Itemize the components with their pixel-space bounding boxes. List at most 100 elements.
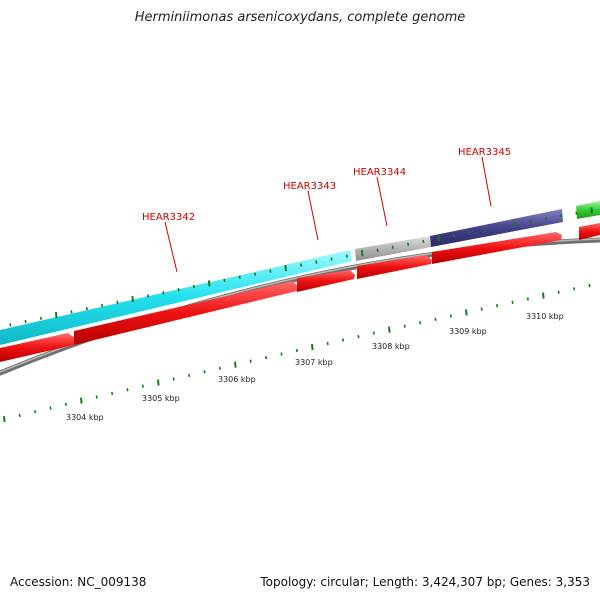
kbp-labels: 3304 kbp 3305 kbp 3306 kbp 3307 kbp 3308… bbox=[66, 312, 564, 422]
feature-track bbox=[0, 201, 600, 345]
minor-tick bbox=[172, 377, 175, 381]
minor-tick bbox=[95, 395, 98, 399]
major-tick bbox=[54, 311, 58, 319]
minor-tick bbox=[403, 324, 406, 328]
minor-tick bbox=[419, 321, 422, 325]
major-tick bbox=[465, 309, 468, 316]
green-feature[interactable] bbox=[576, 201, 600, 219]
leader-line bbox=[376, 176, 388, 227]
minor-tick bbox=[85, 306, 88, 311]
minor-tick bbox=[18, 413, 21, 418]
major-tick bbox=[3, 415, 6, 423]
minor-tick bbox=[345, 254, 348, 258]
minor-tick bbox=[24, 319, 27, 324]
kbp-label: 3309 kbp bbox=[449, 327, 487, 336]
minor-tick bbox=[192, 284, 195, 289]
kbp-label: 3308 kbp bbox=[372, 342, 410, 351]
minor-tick bbox=[101, 303, 104, 308]
minor-tick bbox=[177, 287, 180, 292]
kbp-label: 3306 kbp bbox=[218, 375, 256, 384]
minor-tick bbox=[162, 291, 165, 295]
major-tick bbox=[284, 264, 287, 272]
major-tick bbox=[207, 280, 211, 287]
minor-tick bbox=[357, 334, 360, 339]
kbp-label: 3304 kbp bbox=[66, 413, 104, 422]
minor-tick bbox=[391, 245, 394, 249]
minor-tick bbox=[376, 248, 379, 252]
minor-tick bbox=[9, 323, 12, 327]
gene-labels: HEAR3342 HEAR3343 HEAR3344 HEAR3345 bbox=[142, 147, 511, 223]
navy-feature[interactable] bbox=[430, 209, 563, 247]
minor-tick bbox=[49, 406, 52, 410]
minor-tick bbox=[280, 352, 283, 356]
lower-tick-row bbox=[3, 283, 591, 423]
kbp-label: 3310 kbp bbox=[526, 312, 564, 321]
leader-line bbox=[307, 190, 319, 241]
major-tick bbox=[234, 361, 237, 368]
gene-label[interactable]: HEAR3342 bbox=[142, 212, 195, 223]
genome-backbone bbox=[0, 237, 600, 376]
leader-line bbox=[164, 221, 178, 273]
cds-arrow[interactable] bbox=[357, 255, 432, 279]
cds-arrow[interactable] bbox=[0, 333, 75, 362]
kbp-label: 3307 kbp bbox=[295, 358, 333, 367]
topology-text: Topology: circular; Length: 3,424,307 bp… bbox=[260, 575, 590, 589]
minor-tick bbox=[34, 410, 37, 414]
cyan-feature[interactable] bbox=[0, 250, 352, 345]
minor-tick bbox=[326, 341, 329, 346]
minor-tick bbox=[496, 304, 499, 308]
minor-tick bbox=[511, 300, 514, 304]
minor-tick bbox=[449, 314, 452, 318]
gene-label[interactable]: HEAR3343 bbox=[283, 181, 336, 192]
cds-arrow[interactable] bbox=[579, 223, 600, 240]
gene-label[interactable]: HEAR3344 bbox=[353, 167, 406, 178]
minor-tick bbox=[498, 225, 501, 229]
major-tick bbox=[437, 235, 440, 242]
major-tick bbox=[542, 292, 545, 299]
minor-tick bbox=[315, 260, 318, 264]
gene-label[interactable]: HEAR3345 bbox=[458, 147, 511, 158]
major-tick bbox=[360, 250, 364, 257]
minor-tick bbox=[238, 275, 241, 279]
major-tick bbox=[590, 207, 593, 214]
minor-tick bbox=[575, 211, 578, 215]
minor-tick bbox=[223, 278, 226, 282]
minor-tick bbox=[544, 216, 547, 221]
gene-label-leaders bbox=[164, 156, 492, 273]
genome-backbone-highlight bbox=[0, 238, 600, 373]
minor-tick bbox=[299, 263, 303, 267]
major-tick bbox=[311, 343, 314, 351]
minor-tick bbox=[483, 228, 486, 232]
minor-tick bbox=[573, 287, 576, 291]
minor-tick bbox=[111, 391, 114, 396]
minor-tick bbox=[560, 214, 563, 218]
minor-tick bbox=[529, 219, 532, 224]
minor-tick bbox=[146, 294, 150, 298]
major-tick bbox=[80, 397, 83, 404]
minor-tick bbox=[557, 290, 560, 294]
minor-tick bbox=[452, 233, 456, 238]
major-tick bbox=[513, 221, 517, 228]
minor-tick bbox=[588, 283, 591, 288]
minor-tick bbox=[422, 239, 425, 244]
minor-tick bbox=[526, 297, 529, 301]
minor-tick bbox=[295, 348, 298, 353]
cds-arrow[interactable] bbox=[432, 232, 562, 264]
cds-arrow[interactable] bbox=[74, 281, 298, 345]
cds-arrow[interactable] bbox=[297, 270, 355, 292]
kbp-label: 3305 kbp bbox=[142, 394, 180, 403]
leader-line bbox=[481, 156, 492, 207]
minor-tick bbox=[468, 231, 471, 235]
minor-tick bbox=[39, 316, 42, 320]
minor-tick bbox=[141, 384, 144, 388]
minor-tick bbox=[70, 310, 73, 314]
minor-tick bbox=[265, 355, 268, 360]
major-tick bbox=[388, 326, 391, 333]
minor-tick bbox=[434, 317, 437, 321]
minor-tick bbox=[372, 331, 375, 335]
minor-tick bbox=[480, 307, 483, 311]
minor-tick bbox=[330, 257, 333, 261]
accession-text: Accession: NC_009138 bbox=[10, 575, 147, 589]
